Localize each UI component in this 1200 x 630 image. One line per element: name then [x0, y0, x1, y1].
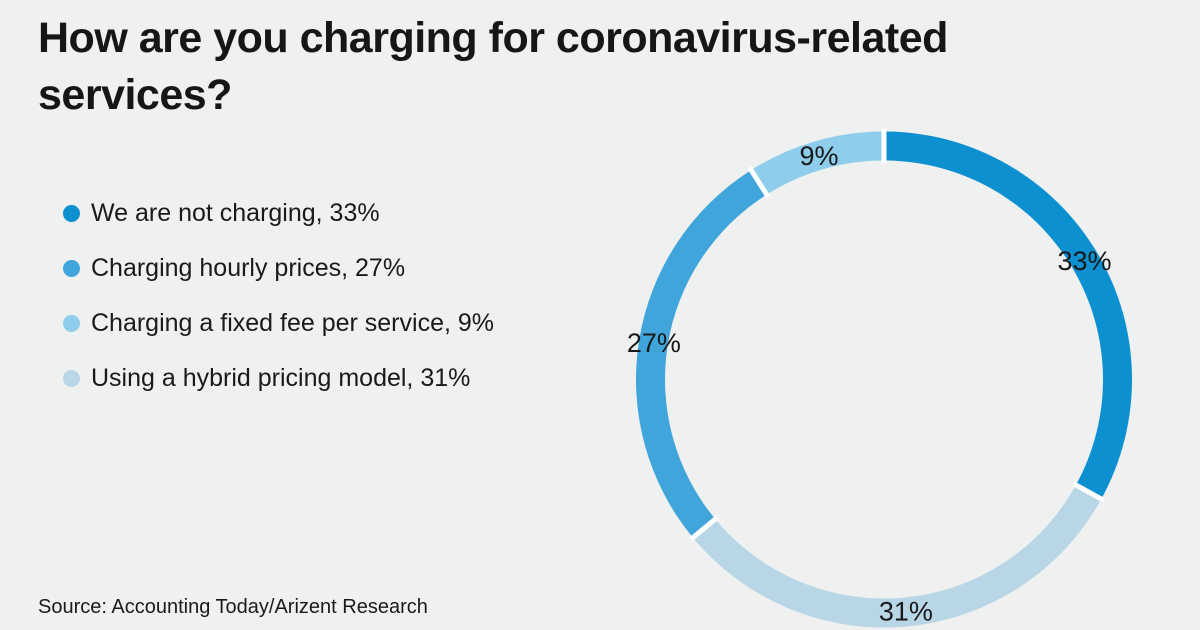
donut-slice-9%[interactable]	[751, 131, 884, 195]
source-attribution: Source: Accounting Today/Arizent Researc…	[38, 596, 428, 618]
slice-data-label: 9%	[799, 141, 838, 171]
slice-separator	[1072, 481, 1106, 503]
legend-item-hourly-prices: Charging hourly prices, 27%	[63, 254, 494, 282]
page-title: How are you charging for coronavirus-rel…	[38, 14, 948, 119]
legend-dot-icon	[63, 205, 80, 222]
slice-data-label: 33%	[1058, 246, 1112, 276]
legend-dot-icon	[63, 260, 80, 277]
slice-data-label: 31%	[879, 596, 933, 626]
legend-item-label: We are not charging, 33%	[91, 199, 380, 227]
legend-dot-icon	[63, 315, 80, 332]
slice-separator	[689, 515, 720, 542]
legend-item-hybrid-pricing: Using a hybrid pricing model, 31%	[63, 364, 494, 392]
legend-item-label: Charging hourly prices, 27%	[91, 254, 406, 282]
donut-slice-33%[interactable]	[884, 131, 1132, 499]
donut-slice-27%[interactable]	[636, 170, 767, 538]
chart-legend: We are not charging, 33% Charging hourly…	[63, 199, 494, 421]
legend-item-label: Charging a fixed fee per service, 9%	[91, 309, 494, 337]
slice-separator	[747, 166, 771, 199]
legend-item-not-charging: We are not charging, 33%	[63, 199, 494, 227]
legend-item-label: Using a hybrid pricing model, 31%	[91, 364, 471, 392]
slice-data-label: 27%	[627, 328, 681, 358]
legend-item-fixed-fee: Charging a fixed fee per service, 9%	[63, 309, 494, 337]
legend-dot-icon	[63, 370, 80, 387]
donut-slice-31%[interactable]	[692, 485, 1102, 628]
